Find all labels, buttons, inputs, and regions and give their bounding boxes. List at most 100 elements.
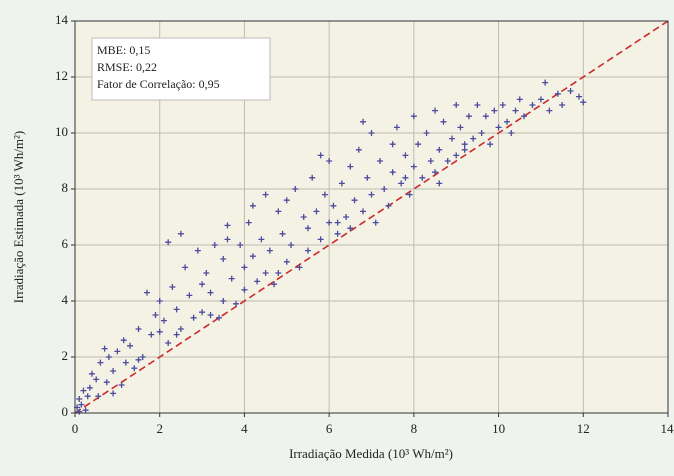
reference-line	[74, 20, 669, 414]
point	[482, 113, 489, 120]
point	[542, 79, 549, 86]
y-tick-label: 0	[62, 404, 69, 419]
point	[249, 202, 256, 209]
point	[495, 124, 502, 131]
x-tick-label: 0	[72, 421, 79, 436]
point	[156, 328, 163, 335]
x-axis-label: Irradiação Medida (10³ Wh/m²)	[289, 446, 453, 461]
point	[127, 342, 134, 349]
point	[95, 393, 102, 400]
point	[207, 289, 214, 296]
point	[576, 93, 583, 100]
point	[279, 230, 286, 237]
point	[304, 225, 311, 232]
point	[355, 146, 362, 153]
point	[110, 390, 117, 397]
point	[148, 331, 155, 338]
point	[453, 152, 460, 159]
point	[436, 146, 443, 153]
point	[376, 158, 383, 164]
annotation: RMSE: 0,22	[97, 60, 157, 74]
x-tick-label: 4	[241, 421, 248, 436]
point	[76, 408, 83, 415]
point	[461, 146, 468, 153]
point	[84, 393, 91, 400]
point	[228, 275, 235, 282]
point	[224, 222, 231, 229]
point	[389, 169, 396, 176]
point	[97, 359, 104, 366]
y-tick-label: 12	[55, 68, 68, 83]
point	[82, 407, 89, 414]
y-tick-label: 10	[55, 124, 68, 139]
point	[364, 174, 371, 181]
point	[368, 130, 375, 136]
point	[156, 298, 163, 304]
point	[512, 107, 519, 114]
point	[207, 312, 214, 318]
point	[453, 102, 460, 108]
point	[406, 191, 413, 198]
point	[474, 102, 481, 108]
point	[427, 158, 434, 164]
point	[88, 370, 95, 377]
point	[199, 281, 206, 288]
point	[309, 174, 316, 181]
point	[537, 96, 544, 103]
plot-frame	[74, 20, 669, 414]
point	[135, 356, 142, 363]
point	[271, 281, 278, 288]
x-tick-label: 14	[661, 421, 674, 436]
annotation-box	[91, 37, 271, 101]
point	[275, 270, 282, 276]
x-tick-label: 6	[326, 421, 333, 436]
point	[343, 214, 350, 220]
point	[194, 247, 201, 254]
point	[304, 247, 311, 254]
point	[580, 99, 587, 106]
point	[334, 219, 341, 226]
point	[86, 384, 93, 391]
point	[313, 208, 320, 215]
point	[165, 340, 172, 346]
point	[160, 317, 167, 324]
point	[232, 300, 239, 307]
point	[444, 158, 451, 164]
point	[275, 208, 282, 215]
point	[177, 230, 184, 237]
point	[423, 130, 430, 136]
point	[237, 242, 244, 248]
point	[410, 113, 417, 120]
point	[80, 387, 87, 394]
point	[288, 242, 295, 248]
point	[173, 306, 180, 313]
point	[283, 197, 290, 204]
x-tick-label: 2	[156, 421, 163, 436]
point	[402, 152, 409, 159]
point	[385, 202, 392, 209]
point	[368, 191, 375, 198]
point	[465, 113, 472, 120]
point	[334, 230, 341, 237]
point	[432, 107, 439, 114]
point	[330, 202, 337, 209]
point	[360, 208, 367, 215]
stats-box: MBE: 0,15 RMSE: 0,22 Fator de Correlação…	[91, 37, 271, 101]
point	[317, 152, 324, 159]
point	[402, 174, 409, 181]
point	[338, 180, 345, 187]
point	[241, 264, 248, 271]
point	[389, 141, 396, 148]
x-tick-label: 10	[492, 421, 505, 436]
point	[529, 102, 536, 108]
point	[78, 401, 85, 408]
point	[173, 331, 180, 338]
point	[283, 258, 290, 265]
y-tick-label: 14	[55, 12, 69, 27]
y-tick-label: 2	[62, 348, 69, 363]
point	[114, 348, 121, 355]
point	[199, 309, 206, 316]
point	[241, 286, 248, 293]
